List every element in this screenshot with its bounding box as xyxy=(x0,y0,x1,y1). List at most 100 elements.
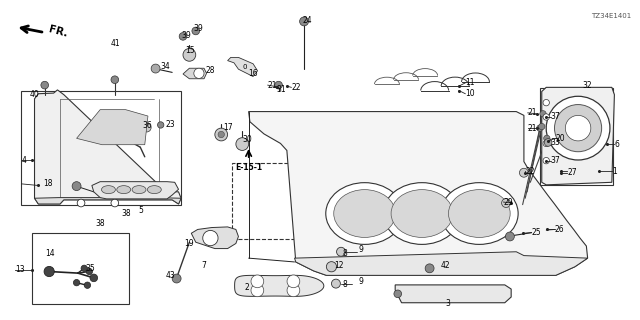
Circle shape xyxy=(74,279,80,286)
Text: 22: 22 xyxy=(525,167,534,176)
Text: 21: 21 xyxy=(528,124,537,132)
Ellipse shape xyxy=(102,186,115,194)
Circle shape xyxy=(502,198,511,207)
Text: 4: 4 xyxy=(22,156,27,164)
Circle shape xyxy=(41,81,49,89)
Ellipse shape xyxy=(391,190,453,237)
Circle shape xyxy=(251,275,264,288)
Text: 18: 18 xyxy=(43,180,52,188)
Text: 25: 25 xyxy=(532,228,541,237)
Polygon shape xyxy=(248,112,588,275)
Circle shape xyxy=(111,76,118,84)
Text: 20: 20 xyxy=(556,134,565,143)
Circle shape xyxy=(506,232,515,241)
Text: 22: 22 xyxy=(291,83,301,92)
Polygon shape xyxy=(77,110,148,145)
Circle shape xyxy=(554,105,602,152)
Polygon shape xyxy=(183,68,207,79)
Text: 33: 33 xyxy=(550,138,561,147)
Bar xyxy=(540,88,613,185)
Circle shape xyxy=(172,274,181,283)
Circle shape xyxy=(157,122,164,128)
Ellipse shape xyxy=(383,183,461,244)
Text: 21: 21 xyxy=(528,108,537,117)
Polygon shape xyxy=(294,252,588,275)
Ellipse shape xyxy=(116,186,131,194)
Circle shape xyxy=(332,279,340,288)
Text: 30: 30 xyxy=(243,135,252,144)
Text: 26: 26 xyxy=(554,225,564,234)
Circle shape xyxy=(179,33,187,40)
Ellipse shape xyxy=(132,186,146,194)
Text: 17: 17 xyxy=(223,123,233,132)
Circle shape xyxy=(192,27,200,35)
Ellipse shape xyxy=(333,190,396,237)
Polygon shape xyxy=(35,197,181,204)
Circle shape xyxy=(251,284,264,297)
Bar xyxy=(232,163,328,239)
Text: 35: 35 xyxy=(86,264,95,273)
Circle shape xyxy=(300,17,308,26)
Text: 37: 37 xyxy=(550,156,561,165)
Text: 37: 37 xyxy=(550,113,561,122)
Text: 8: 8 xyxy=(343,249,348,258)
Text: 39: 39 xyxy=(181,31,191,40)
Circle shape xyxy=(539,123,545,130)
Text: 38: 38 xyxy=(96,219,106,228)
Polygon shape xyxy=(228,57,257,76)
Circle shape xyxy=(287,275,300,288)
Circle shape xyxy=(537,125,543,131)
Text: 27: 27 xyxy=(567,168,577,177)
Polygon shape xyxy=(92,182,179,199)
Text: 2: 2 xyxy=(245,283,250,292)
Polygon shape xyxy=(235,276,324,296)
Bar xyxy=(20,92,181,205)
Circle shape xyxy=(151,64,160,73)
Text: 15: 15 xyxy=(185,45,195,55)
Polygon shape xyxy=(35,90,181,204)
Text: 12: 12 xyxy=(334,261,344,270)
Ellipse shape xyxy=(440,183,518,244)
Circle shape xyxy=(215,128,228,141)
Text: 19: 19 xyxy=(184,239,194,248)
Circle shape xyxy=(84,282,91,288)
Text: 43: 43 xyxy=(165,271,175,280)
Text: 14: 14 xyxy=(45,249,54,258)
Text: E-15-1: E-15-1 xyxy=(235,164,262,172)
Text: 6: 6 xyxy=(614,140,620,148)
Circle shape xyxy=(86,268,93,275)
Text: 9: 9 xyxy=(358,276,363,285)
Circle shape xyxy=(565,116,591,141)
Circle shape xyxy=(203,230,218,246)
Circle shape xyxy=(520,168,529,177)
Circle shape xyxy=(72,182,81,191)
Text: 21: 21 xyxy=(268,81,277,90)
Ellipse shape xyxy=(147,186,161,194)
Text: 13: 13 xyxy=(15,265,25,275)
Text: 5: 5 xyxy=(138,206,143,215)
Ellipse shape xyxy=(326,183,403,244)
Text: 36: 36 xyxy=(143,121,152,130)
Circle shape xyxy=(425,264,434,273)
Circle shape xyxy=(543,157,549,164)
Text: 24: 24 xyxy=(302,16,312,25)
Text: 29: 29 xyxy=(504,197,513,206)
Circle shape xyxy=(218,131,225,138)
Text: 28: 28 xyxy=(205,66,215,75)
Circle shape xyxy=(90,274,98,282)
Text: 38: 38 xyxy=(121,209,131,218)
Text: FR.: FR. xyxy=(47,25,68,39)
Circle shape xyxy=(236,138,248,150)
Circle shape xyxy=(194,68,204,78)
Text: 8: 8 xyxy=(343,280,348,289)
Text: 32: 32 xyxy=(582,81,592,90)
Polygon shape xyxy=(191,227,239,249)
Circle shape xyxy=(94,118,106,131)
Circle shape xyxy=(337,247,346,256)
Circle shape xyxy=(543,114,549,120)
Circle shape xyxy=(142,123,151,132)
Circle shape xyxy=(543,140,549,147)
Circle shape xyxy=(544,139,552,146)
Text: 41: 41 xyxy=(111,39,120,48)
Text: 34: 34 xyxy=(161,61,170,70)
